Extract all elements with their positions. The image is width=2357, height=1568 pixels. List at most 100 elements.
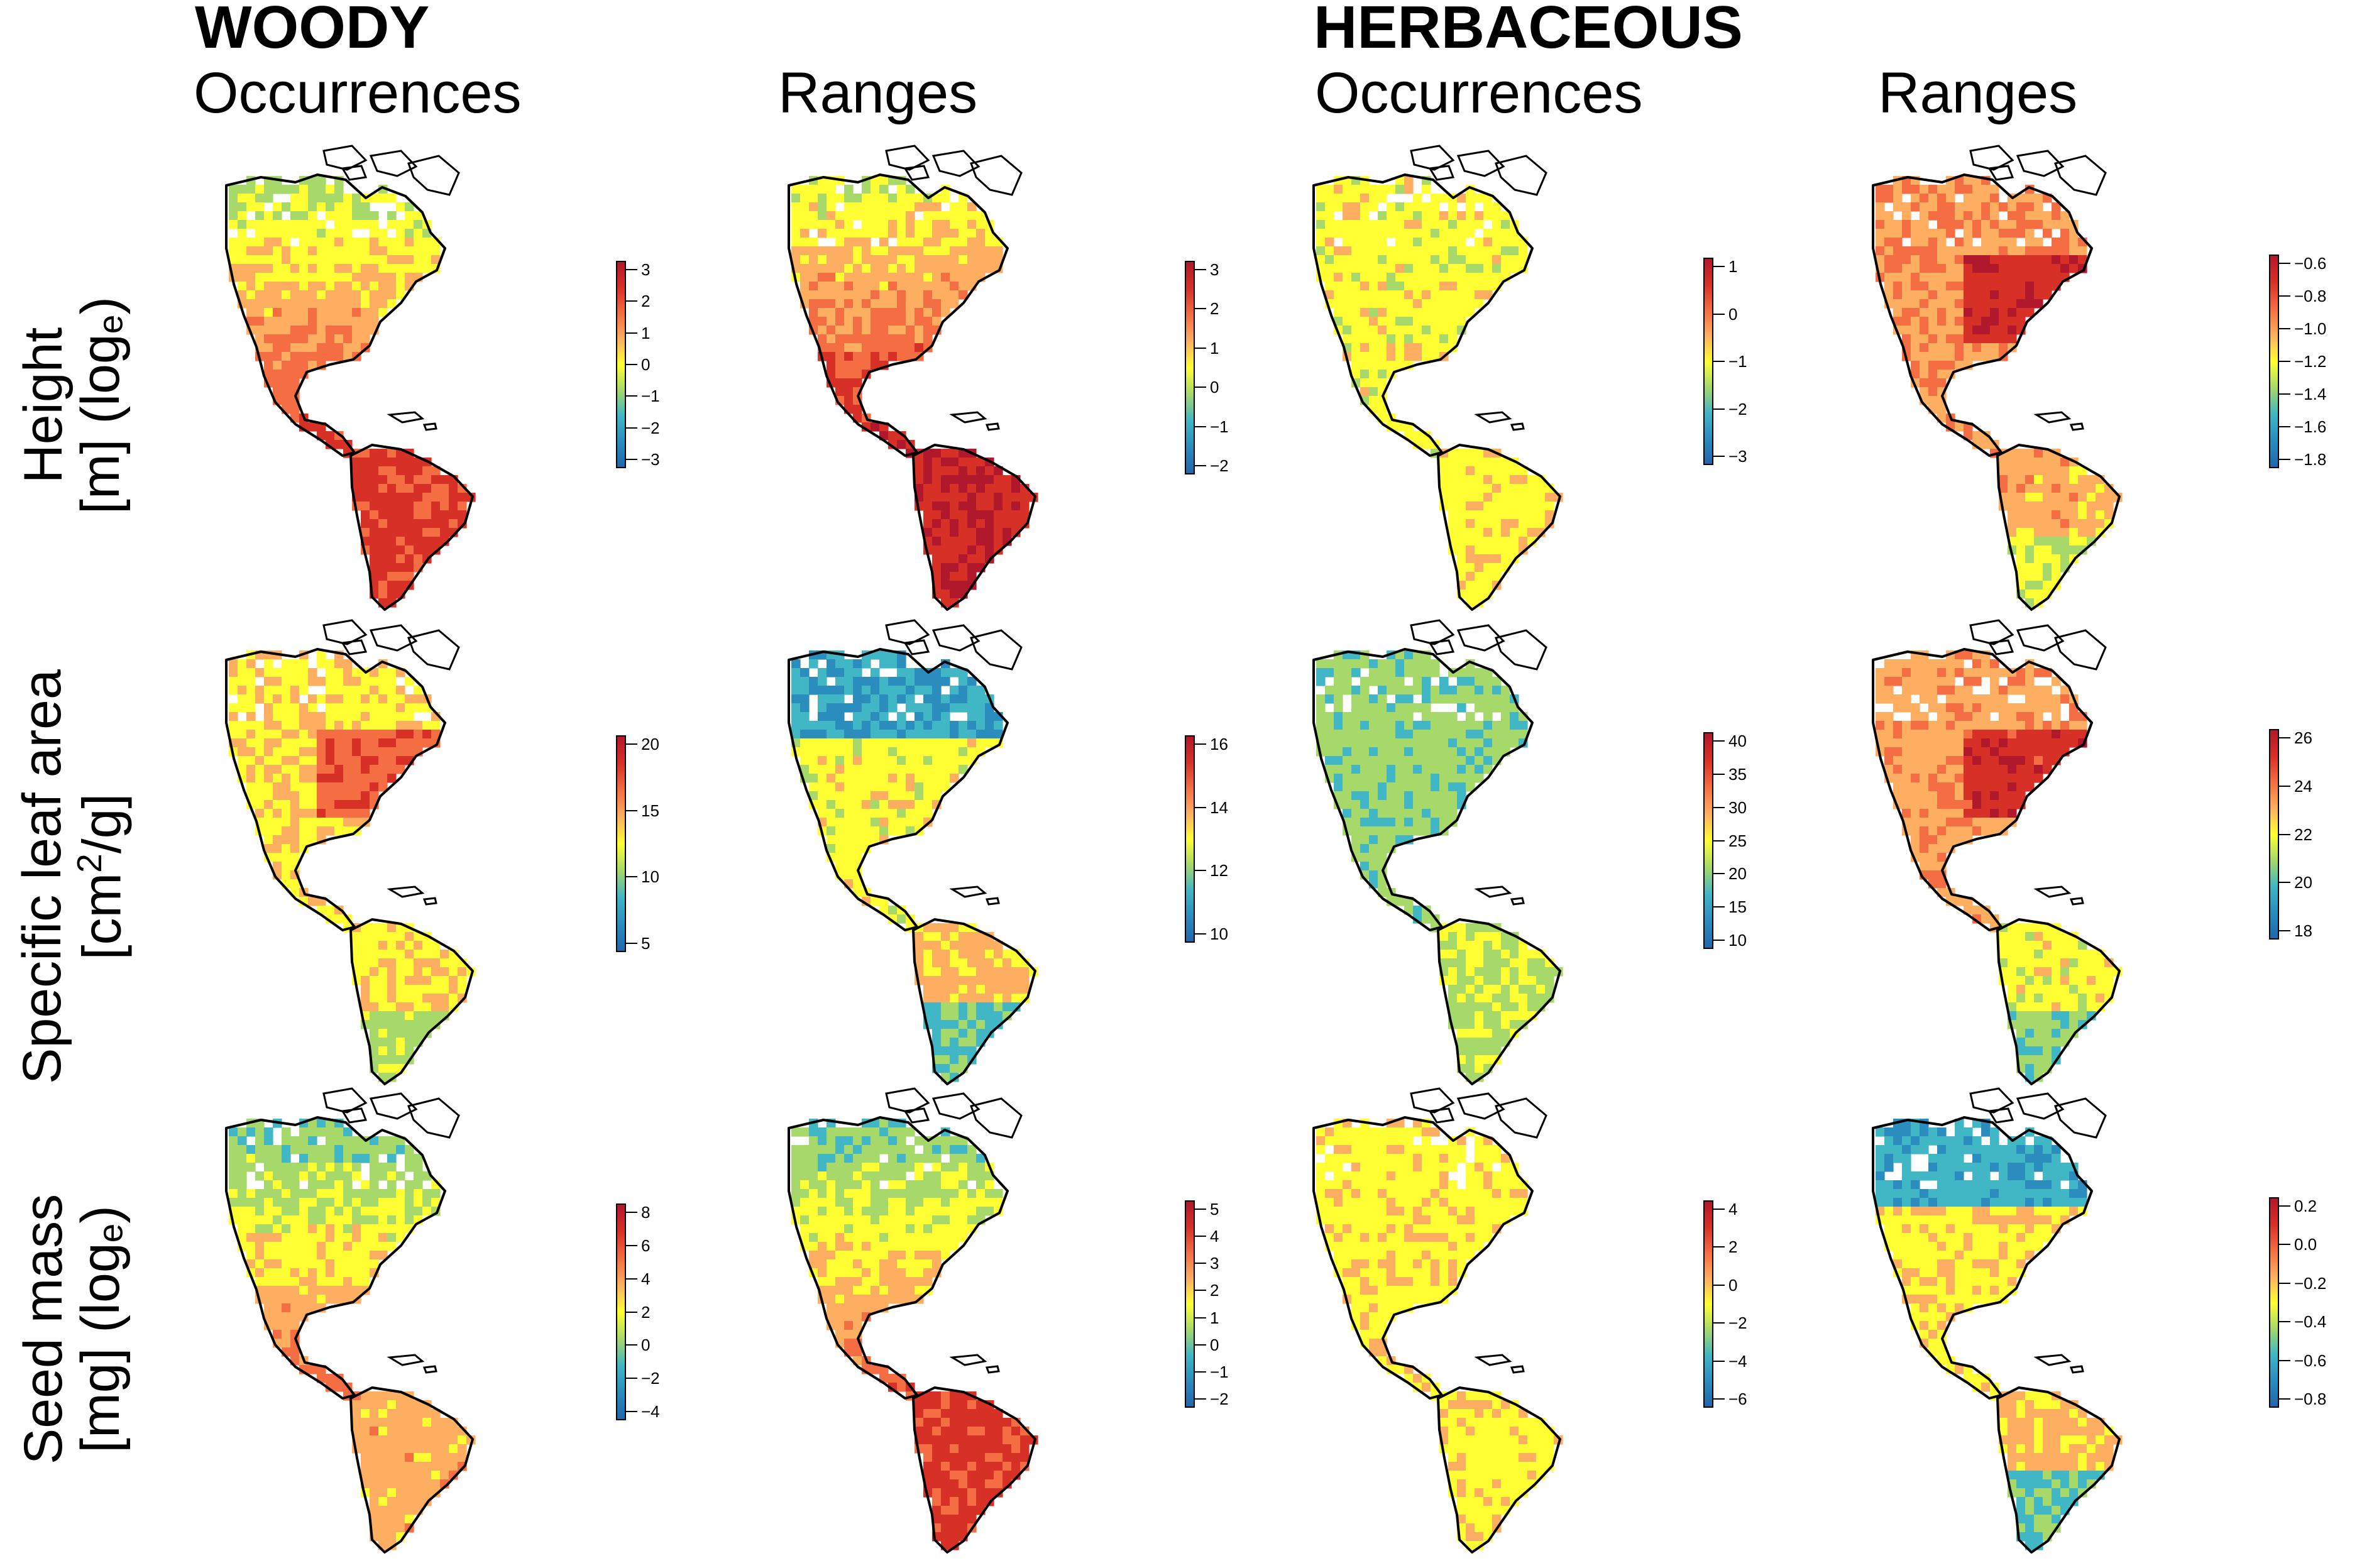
island-outline: [952, 412, 985, 422]
island-outline: [1512, 898, 1524, 904]
colorbar-tick: [2279, 1360, 2290, 1361]
island-outline: [424, 898, 436, 904]
colorbar-tick: [1713, 940, 1725, 941]
colorbar-tick: [626, 810, 637, 811]
map-svg: [764, 138, 1254, 616]
colorbar-tick-label: −1.2: [2294, 353, 2326, 370]
colorbar-tick-label: 0: [641, 1337, 650, 1353]
colorbar-tick: [1713, 361, 1725, 362]
colorbar-tick-label: 22: [2294, 826, 2312, 843]
colorbar-tick: [2279, 328, 2290, 329]
colorbar-tick: [1713, 1209, 1725, 1210]
colorbar-gradient: [1703, 258, 1713, 465]
colorbar-tick-label: 2: [1210, 300, 1219, 317]
island-outline: [1512, 424, 1524, 430]
island-outline: [2055, 630, 2106, 669]
island-outline: [390, 1355, 422, 1365]
colorbar-tick-label: 24: [2294, 778, 2312, 794]
colorbar-tick: [1195, 870, 1206, 871]
colorbar-tick-label: 0: [1728, 306, 1737, 322]
island-outline: [2071, 424, 2083, 430]
colorbar-tick: [1195, 1290, 1206, 1291]
map-svg: [1848, 1081, 2338, 1559]
row-label-height-line1: Height: [15, 327, 72, 484]
colorbar-tick-label: −1: [1210, 1364, 1229, 1380]
colorbar-tick-label: 2: [1728, 1239, 1737, 1255]
colorbar-tick-label: −2: [1210, 458, 1229, 474]
colorbar-tick-label: −2: [641, 420, 660, 436]
colorbar-tick: [626, 364, 637, 365]
colorbar-tick-label: 35: [1728, 766, 1747, 782]
col-title-herbaceous-ranges: Ranges: [1878, 64, 2077, 122]
colorbar-tick: [626, 300, 637, 302]
colorbar-tick: [2279, 930, 2290, 931]
island-outline: [1496, 630, 1546, 669]
colorbar-tick: [626, 1312, 637, 1313]
island-outline: [2071, 898, 2083, 904]
colorbar-tick: [2279, 1321, 2290, 1322]
island-outline: [343, 640, 366, 654]
colorbar-tick-label: 5: [1210, 1201, 1219, 1217]
island-outline: [2055, 1099, 2106, 1138]
map-panel: [1848, 613, 2338, 1090]
island-outline: [409, 156, 459, 195]
colorbar-tick-label: 0.0: [2294, 1236, 2317, 1253]
island-outline: [390, 412, 422, 422]
colorbar-tick: [1195, 1209, 1206, 1210]
colorbar-tick: [626, 395, 637, 397]
colorbar-tick: [626, 332, 637, 334]
colorbar-tick: [2279, 426, 2290, 427]
island-outline: [971, 1099, 1021, 1138]
row-label-sla: Specific leaf area [cm2/g]: [0, 638, 145, 1116]
colorbar-tick: [1713, 408, 1725, 410]
colorbar-gradient: [616, 1203, 626, 1420]
colorbar-tick-label: 18: [2294, 923, 2312, 939]
colorbar-tick-label: 25: [1728, 833, 1747, 849]
colorbar-tick-label: −1.8: [2294, 451, 2326, 468]
colorbar-tick: [1195, 1317, 1206, 1319]
colorbar-tick: [1713, 873, 1725, 874]
colorbar-tick-label: −6: [1728, 1391, 1747, 1407]
colorbar-tick: [2279, 295, 2290, 297]
colorbar-tick-label: 4: [1210, 1228, 1219, 1244]
island-outline: [952, 887, 985, 897]
island-outline: [1989, 166, 2013, 180]
colorbar-tick: [1713, 1246, 1725, 1247]
island-outline: [1989, 1109, 2013, 1122]
colorbar-tick-label: −1: [641, 388, 660, 404]
island-outline: [1477, 887, 1510, 897]
colorbar-tick-label: 4: [1728, 1201, 1737, 1217]
colorbar-tick: [626, 427, 637, 429]
colorbar-tick-label: −0.2: [2294, 1275, 2326, 1291]
colorbar-tick: [626, 1378, 637, 1379]
map-panel: [764, 1081, 1254, 1559]
island-outline: [1477, 412, 1510, 422]
colorbar-gradient: [2269, 729, 2279, 940]
colorbar-tick-label: 30: [1728, 799, 1747, 816]
colorbar-tick-label: −0.8: [2294, 1391, 2326, 1407]
colorbar-tick: [2279, 1398, 2290, 1400]
island-outline: [987, 898, 999, 904]
colorbar-tick-label: 8: [641, 1204, 650, 1220]
island-outline: [952, 1355, 985, 1365]
colorbar-tick: [1713, 740, 1725, 742]
colorbar-tick-label: 1: [1210, 340, 1219, 356]
map-svg: [1848, 613, 2338, 1090]
colorbar-tick-label: 20: [2294, 874, 2312, 891]
colorbar-tick-label: 10: [641, 869, 659, 885]
colorbar-tick: [1713, 1322, 1725, 1324]
colorbar-tick: [1713, 1285, 1725, 1286]
colorbar-tick-label: −4: [1728, 1353, 1747, 1369]
colorbar-tick: [626, 943, 637, 944]
colorbar-tick-label: −3: [641, 451, 660, 468]
colorbar-tick-label: 6: [641, 1237, 650, 1254]
colorbar-tick-label: 1: [1210, 1310, 1219, 1326]
colorbar-gradient: [616, 735, 626, 952]
island-outline: [1430, 1109, 1453, 1122]
colorbar-tick: [2279, 393, 2290, 395]
colorbar-tick-label: 15: [1728, 899, 1747, 915]
map-panel: [764, 613, 1254, 1090]
col-title-woody-occurrences: Occurrences: [194, 64, 522, 122]
colorbar-tick: [1195, 1236, 1206, 1237]
island-outline: [1430, 640, 1453, 654]
